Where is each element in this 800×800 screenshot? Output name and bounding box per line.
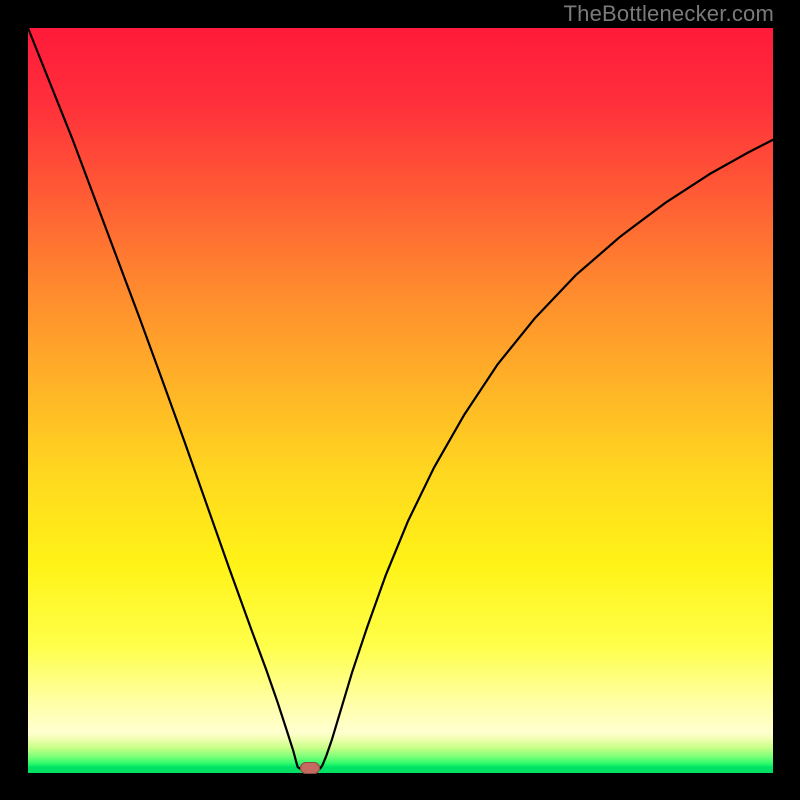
plot-area: [28, 28, 773, 773]
optimal-point-marker: [300, 762, 320, 774]
chart-frame: TheBottlenecker.com: [0, 0, 800, 800]
watermark-text: TheBottlenecker.com: [564, 1, 774, 27]
bottleneck-curve: [28, 28, 773, 773]
curve-path: [28, 28, 773, 769]
